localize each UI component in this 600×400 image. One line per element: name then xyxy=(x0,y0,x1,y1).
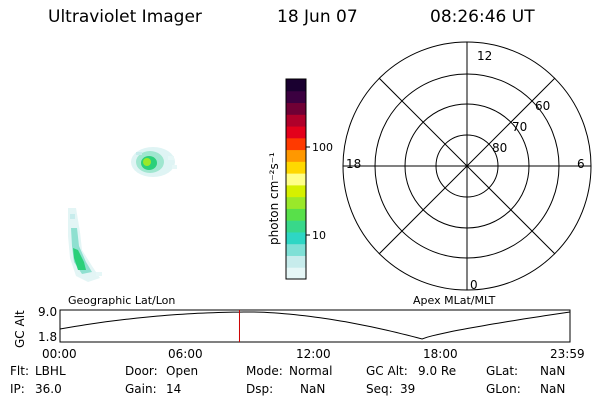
mode-label: Mode: xyxy=(246,364,283,378)
orbit-xtick-0000: 00:00 xyxy=(42,347,77,361)
ip-label: IP: xyxy=(10,382,25,396)
colorbar-segment xyxy=(286,267,306,280)
polar-mlt-12: 12 xyxy=(477,49,492,63)
dsp-value: NaN xyxy=(300,382,326,396)
glon-value: NaN xyxy=(540,382,566,396)
colorbar-segment xyxy=(286,79,306,92)
orbit-xtick-1800: 18:00 xyxy=(423,347,458,361)
colorbar-segment xyxy=(286,231,306,245)
gain-label: Gain: xyxy=(125,382,157,396)
gcalt-value: 9.0 Re xyxy=(418,364,457,378)
orbit-right-caption: Apex MLat/MLT xyxy=(413,294,496,307)
glon-label: GLon: xyxy=(486,382,521,396)
orbit-xtick-0600: 06:00 xyxy=(168,347,203,361)
glat-label: GLat: xyxy=(486,364,519,378)
seq-label: Seq: xyxy=(366,382,393,396)
orbit-panel-frame xyxy=(59,309,571,343)
colorbar-segment xyxy=(286,102,306,115)
orbit-left-caption: Geographic Lat/Lon xyxy=(68,294,175,307)
mode-value: Normal xyxy=(289,364,333,378)
seq-value: 39 xyxy=(400,382,416,396)
colorbar-tick-label-100: 100 xyxy=(312,141,333,154)
colorbar-segment xyxy=(286,126,306,139)
dsp-label: Dsp: xyxy=(246,382,274,396)
colorbar-segment xyxy=(286,208,306,221)
gain-value: 14 xyxy=(166,382,182,396)
colorbar-segment xyxy=(286,173,306,186)
orbit-ytick-1.8: 1.8 xyxy=(38,330,57,344)
polar-plot xyxy=(342,41,592,291)
colorbar-segment xyxy=(286,196,306,209)
flt-label: Flt: xyxy=(10,364,29,378)
flt-value: LBHL xyxy=(35,364,66,378)
orbit-xtick-1200: 12:00 xyxy=(296,347,331,361)
colorbar-segment xyxy=(286,149,306,162)
colorbar-segment xyxy=(286,161,306,174)
colorbar xyxy=(286,79,306,280)
colorbar-segment xyxy=(286,220,306,233)
door-value: Open xyxy=(166,364,199,378)
colorbar-frame xyxy=(285,78,307,280)
polar-mlt-18: 18 xyxy=(346,157,361,171)
glat-value: NaN xyxy=(540,364,566,378)
polar-diagonal-2 xyxy=(378,77,556,255)
polar-lat-70: 70 xyxy=(512,120,527,134)
orbit-ylabel: GC Alt xyxy=(13,310,27,348)
aurora-blob-lower xyxy=(68,208,102,282)
date-label: 18 Jun 07 xyxy=(277,7,358,27)
orbit-altitude-curve xyxy=(59,311,571,340)
orbit-xtick-2359: 23:59 xyxy=(550,347,585,361)
aurora-image xyxy=(68,147,177,282)
colorbar-segment xyxy=(286,184,306,198)
door-label: Door: xyxy=(125,364,158,378)
polar-mlt-0: 0 xyxy=(470,278,478,292)
polar-mlt-6: 6 xyxy=(577,157,585,171)
time-label: 08:26:46 UT xyxy=(430,7,535,27)
colorbar-segment xyxy=(286,114,306,127)
colorbar-segment xyxy=(286,137,306,151)
orbit-ytick-9: 9.0 xyxy=(38,305,57,319)
polar-lat-60: 60 xyxy=(535,99,550,113)
colorbar-segment xyxy=(286,255,306,268)
polar-lat-80: 80 xyxy=(492,141,507,155)
ip-value: 36.0 xyxy=(35,382,62,396)
aurora-blob-upper xyxy=(131,147,177,177)
colorbar-segment xyxy=(286,90,306,104)
gcalt-label: GC Alt: xyxy=(366,364,408,378)
colorbar-tick-label-10: 10 xyxy=(312,229,326,242)
instrument-title: Ultraviolet Imager xyxy=(48,7,202,27)
colorbar-unit-label: photon cm⁻²s⁻¹ xyxy=(267,152,281,245)
colorbar-segment xyxy=(286,243,306,256)
